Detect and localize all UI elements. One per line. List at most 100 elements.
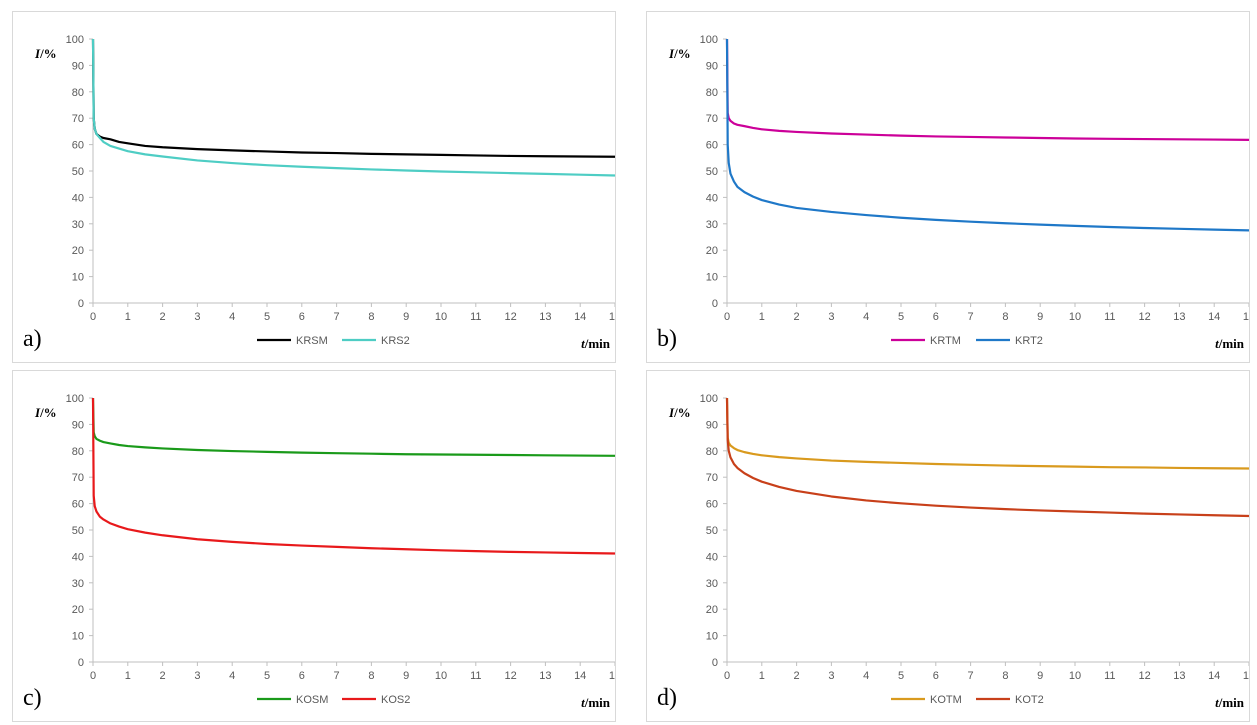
y-tick-label: 20 bbox=[706, 245, 718, 257]
series-line-krtm bbox=[725, 38, 1249, 141]
y-tick-label: 40 bbox=[706, 192, 718, 204]
y-tick-label: 40 bbox=[706, 551, 718, 563]
x-tick-label: 9 bbox=[1037, 311, 1043, 323]
x-tick-label: 12 bbox=[1138, 670, 1150, 682]
y-axis-label-unit: /% bbox=[673, 405, 691, 420]
y-tick-label: 80 bbox=[706, 87, 718, 99]
x-tick-label: 7 bbox=[968, 670, 974, 682]
y-tick-label: 80 bbox=[72, 446, 84, 458]
legend-label: KOSM bbox=[296, 694, 328, 706]
y-axis-label-unit: /% bbox=[39, 46, 57, 61]
x-axis-label-var: t bbox=[1215, 695, 1219, 710]
x-tick-label: 4 bbox=[229, 670, 235, 682]
y-tick-label: 40 bbox=[72, 192, 84, 204]
y-tick-label: 10 bbox=[72, 272, 84, 284]
x-tick-label: 10 bbox=[435, 670, 447, 682]
series-line-krs2 bbox=[91, 38, 615, 177]
x-axis-label: t/min bbox=[581, 336, 611, 351]
panel-label: c) bbox=[23, 685, 42, 711]
x-tick-label: 1 bbox=[125, 670, 131, 682]
x-tick-label: 8 bbox=[1002, 311, 1008, 323]
y-tick-label: 20 bbox=[72, 245, 84, 257]
x-tick-label: 10 bbox=[1069, 670, 1081, 682]
y-tick-label: 90 bbox=[706, 60, 718, 72]
x-tick-label: 9 bbox=[1037, 670, 1043, 682]
chart-panel-b: 0 10 20 30 40 50 60 70 80 90 100 0 1 2 3 4 5 6 7 8 9 10 11 12 13… bbox=[646, 11, 1250, 363]
y-tick-label: 50 bbox=[706, 525, 718, 537]
y-tick-label: 90 bbox=[72, 419, 84, 431]
x-axis-label-var: t bbox=[581, 336, 585, 351]
y-tick-label: 10 bbox=[72, 631, 84, 643]
x-tick-label: 15 bbox=[1243, 311, 1249, 323]
y-tick-label: 20 bbox=[706, 604, 718, 616]
x-tick-label: 14 bbox=[574, 670, 586, 682]
x-axis-label-unit: /min bbox=[1218, 695, 1245, 710]
x-tick-label: 8 bbox=[368, 670, 374, 682]
y-tick-label: 50 bbox=[72, 166, 84, 178]
y-tick-label: 70 bbox=[72, 113, 84, 125]
x-tick-label: 9 bbox=[403, 670, 409, 682]
x-tick-label: 13 bbox=[539, 670, 551, 682]
x-tick-label: 12 bbox=[504, 670, 516, 682]
x-tick-label: 3 bbox=[828, 311, 834, 323]
x-tick-label: 6 bbox=[299, 670, 305, 682]
y-tick-label: 0 bbox=[78, 298, 84, 310]
y-tick-label: 100 bbox=[700, 34, 718, 46]
x-tick-label: 14 bbox=[1208, 311, 1220, 323]
x-tick-label: 7 bbox=[968, 311, 974, 323]
y-tick-label: 70 bbox=[706, 472, 718, 484]
x-axis-label: t/min bbox=[1215, 695, 1245, 710]
x-tick-label: 13 bbox=[539, 311, 551, 323]
x-tick-label: 6 bbox=[933, 670, 939, 682]
y-tick-label: 60 bbox=[706, 140, 718, 152]
x-tick-label: 6 bbox=[299, 311, 305, 323]
x-tick-label: 0 bbox=[90, 670, 96, 682]
x-tick-label: 13 bbox=[1173, 311, 1185, 323]
y-tick-label: 50 bbox=[706, 166, 718, 178]
legend-label: KRT2 bbox=[1015, 335, 1043, 347]
x-tick-label: 0 bbox=[724, 670, 730, 682]
series-line-kos2 bbox=[91, 397, 615, 555]
x-tick-label: 6 bbox=[933, 311, 939, 323]
y-tick-label: 0 bbox=[78, 657, 84, 669]
x-tick-label: 12 bbox=[504, 311, 516, 323]
y-tick-label: 100 bbox=[66, 34, 84, 46]
x-tick-label: 9 bbox=[403, 311, 409, 323]
x-tick-label: 11 bbox=[470, 311, 481, 323]
chart-panel-d: 0 10 20 30 40 50 60 70 80 90 100 0 1 2 3 4 5 6 7 8 9 10 11 12 13… bbox=[646, 370, 1250, 722]
x-tick-label: 7 bbox=[334, 311, 340, 323]
x-axis-label-unit: /min bbox=[584, 695, 611, 710]
y-tick-label: 90 bbox=[72, 60, 84, 72]
x-tick-label: 1 bbox=[759, 311, 765, 323]
legend-label: KRTM bbox=[930, 335, 961, 347]
y-tick-label: 40 bbox=[72, 551, 84, 563]
x-tick-label: 15 bbox=[609, 311, 615, 323]
y-tick-label: 60 bbox=[72, 140, 84, 152]
series-line-krsm bbox=[91, 38, 615, 158]
y-tick-label: 100 bbox=[700, 393, 718, 405]
y-axis-label: I/% bbox=[34, 46, 57, 61]
x-axis-label: t/min bbox=[1215, 336, 1245, 351]
y-tick-label: 10 bbox=[706, 631, 718, 643]
y-tick-label: 70 bbox=[72, 472, 84, 484]
x-tick-label: 4 bbox=[863, 311, 869, 323]
series-line-krt2 bbox=[725, 38, 1249, 232]
legend-label: KOS2 bbox=[381, 694, 410, 706]
y-tick-label: 60 bbox=[72, 499, 84, 511]
x-tick-label: 7 bbox=[334, 670, 340, 682]
x-tick-label: 2 bbox=[160, 311, 166, 323]
x-tick-label: 5 bbox=[264, 311, 270, 323]
y-tick-label: 100 bbox=[66, 393, 84, 405]
x-tick-label: 5 bbox=[264, 670, 270, 682]
x-axis-label-var: t bbox=[581, 695, 585, 710]
y-tick-label: 30 bbox=[706, 578, 718, 590]
y-tick-label: 50 bbox=[72, 525, 84, 537]
x-tick-label: 11 bbox=[470, 670, 481, 682]
x-tick-label: 8 bbox=[368, 311, 374, 323]
x-tick-label: 4 bbox=[863, 670, 869, 682]
y-tick-label: 80 bbox=[706, 446, 718, 458]
